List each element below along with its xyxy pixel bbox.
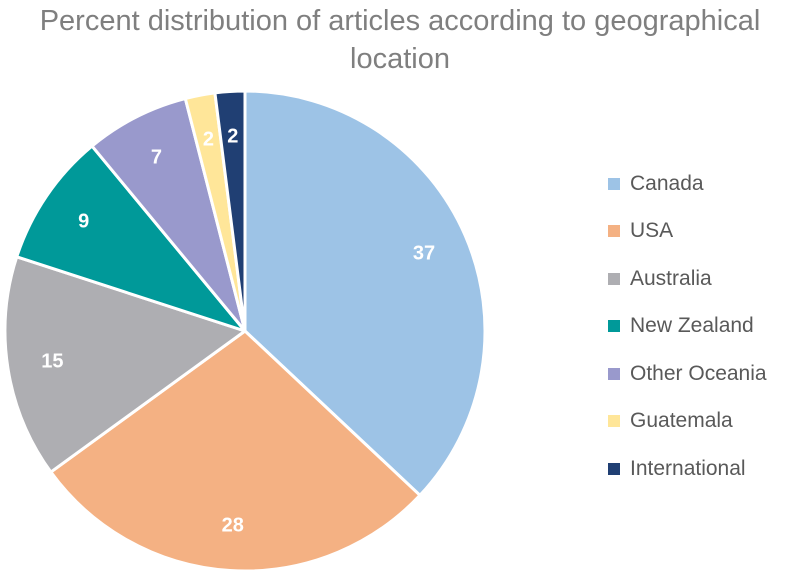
legend-label: New Zealand: [630, 314, 754, 338]
legend-label: Guatemala: [630, 409, 733, 433]
legend-swatch: [608, 415, 620, 428]
legend-item-international: International: [608, 445, 767, 493]
legend-item-guatemala: Guatemala: [608, 398, 767, 446]
data-label-canada: 37: [413, 243, 435, 265]
legend-swatch: [608, 177, 620, 190]
pie-slice-australia: [3, 255, 247, 474]
legend-item-usa: USA: [608, 208, 767, 256]
data-label-international: 2: [227, 125, 238, 147]
pie-slice-new-zealand: [15, 144, 247, 333]
chart-title-line-2: location: [350, 43, 450, 75]
data-label-other-oceania: 7: [151, 146, 162, 168]
pie-slice-usa: [49, 329, 422, 573]
legend-swatch: [608, 225, 620, 238]
legend-swatch: [608, 367, 620, 380]
legend-label: Canada: [630, 171, 704, 195]
chart-title-line-1: Percent distribution of articles accordi…: [39, 5, 761, 37]
legend-item-new-zealand: New Zealand: [608, 303, 767, 351]
legend-label: Other Oceania: [630, 361, 767, 385]
pie-slice-international: [213, 89, 247, 333]
legend-swatch: [608, 320, 620, 333]
legend-item-australia: Australia: [608, 255, 767, 303]
chart-legend: Canada USA Australia New Zealand Other Ocean…: [608, 160, 767, 493]
legend-swatch: [608, 462, 620, 475]
legend-label: International: [630, 456, 746, 480]
legend-swatch: [608, 272, 620, 285]
chart-title: Percent distribution of articles accordi…: [0, 2, 800, 78]
legend-label: USA: [630, 219, 674, 243]
data-label-guatemala: 2: [203, 128, 214, 150]
pie-slice-canada: [243, 89, 487, 497]
data-label-new-zealand: 9: [78, 210, 89, 232]
legend-item-other-oceania: Other Oceania: [608, 350, 767, 398]
data-label-australia: 15: [41, 351, 63, 373]
legend-item-canada: Canada: [608, 160, 767, 208]
data-label-usa: 28: [222, 515, 244, 537]
legend-label: Australia: [630, 266, 712, 290]
pie-slice-other-oceania: [90, 97, 247, 333]
